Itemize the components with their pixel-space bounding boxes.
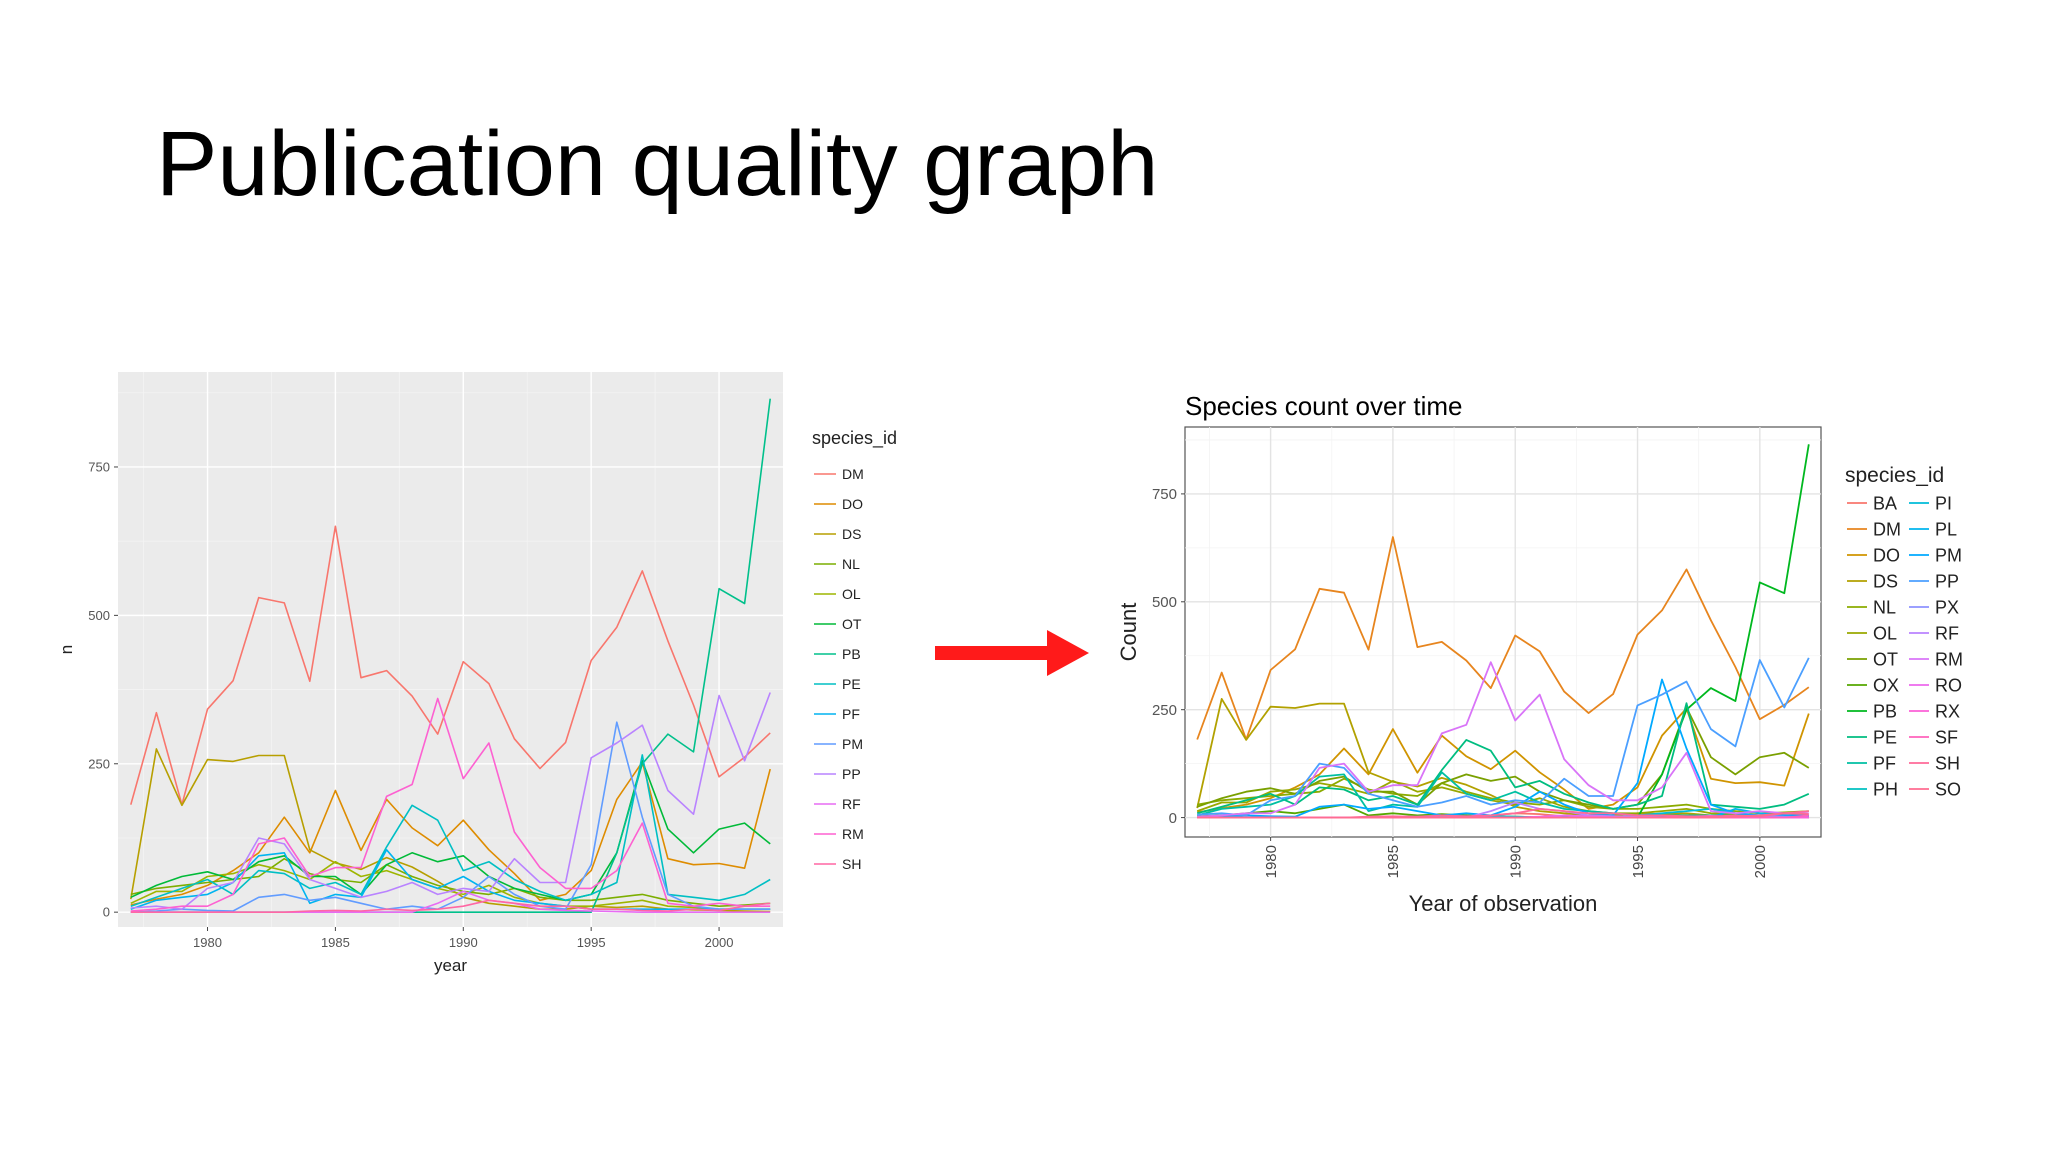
- x-tick-label: 1980: [193, 935, 222, 950]
- legend-label-ot: OT: [842, 616, 862, 632]
- legend-label-ds: DS: [842, 526, 861, 542]
- series-line-pm: [130, 721, 771, 913]
- legend-label-pp: PP: [1935, 571, 1959, 591]
- legend-label-rf: RF: [1935, 623, 1959, 643]
- legend-label-pl: PL: [1935, 519, 1957, 539]
- series-line-pp: [130, 692, 771, 910]
- series-line-do: [1197, 707, 1810, 814]
- x-axis-label: year: [434, 956, 467, 975]
- arrow-shaft: [935, 646, 1050, 660]
- legend-label-ph: PH: [1873, 779, 1898, 799]
- legend-label-nl: NL: [1873, 597, 1896, 617]
- series-line-rm: [1197, 661, 1809, 818]
- legend-label-pi: PI: [1935, 493, 1952, 513]
- legend-label-pb: PB: [842, 646, 861, 662]
- legend-label-do: DO: [1873, 545, 1900, 565]
- series-line-rm: [130, 697, 771, 912]
- legend-label-ot: OT: [1873, 649, 1898, 669]
- series-line-so: [1197, 812, 1809, 819]
- legend-label-pp: PP: [842, 766, 861, 782]
- series-line-sh: [130, 899, 771, 913]
- legend-label-px: PX: [1935, 597, 1959, 617]
- arrow-icon: [935, 630, 1089, 676]
- x-tick-label: 1985: [321, 935, 350, 950]
- legend-label-ds: DS: [1873, 571, 1898, 591]
- legend-label-ol: OL: [1873, 623, 1897, 643]
- legend-label-pm: PM: [842, 736, 863, 752]
- plot-panel: [1184, 426, 1822, 838]
- legend-label-sh: SH: [842, 856, 861, 872]
- series-line-pp: [1197, 657, 1810, 817]
- legend-label-dm: DM: [842, 466, 864, 482]
- legend-label-pm: PM: [1935, 545, 1962, 565]
- y-tick-label: 0: [1169, 810, 1177, 827]
- series-line-pe: [1196, 702, 1810, 815]
- legend-label-pe: PE: [1873, 727, 1897, 747]
- series-line-pe: [130, 754, 771, 907]
- legend-label-rf: RF: [842, 796, 861, 812]
- x-tick-label: 1980: [1263, 845, 1280, 878]
- x-tick-label: 1990: [1507, 845, 1524, 878]
- y-tick-label: 250: [1152, 702, 1177, 719]
- legend-title: species_id: [812, 428, 897, 449]
- y-tick-label: 750: [1152, 486, 1177, 503]
- y-axis-label: n: [60, 645, 76, 654]
- legend-title: species_id: [1845, 464, 1944, 487]
- legend-label-ro: RO: [1935, 675, 1962, 695]
- legend-label-rm: RM: [1935, 649, 1963, 669]
- legend-label-ol: OL: [842, 586, 861, 602]
- legend-label-pb: PB: [1873, 701, 1897, 721]
- slide-title: Publication quality graph: [156, 113, 1159, 215]
- legend-label-ox: OX: [1873, 675, 1899, 695]
- x-tick-label: 1995: [577, 935, 606, 950]
- series-line-pf: [130, 849, 771, 910]
- chart-title: Species count over time: [1185, 391, 1462, 421]
- y-tick-label: 500: [1152, 594, 1177, 611]
- y-tick-label: 250: [88, 756, 110, 771]
- legend-label-do: DO: [842, 496, 863, 512]
- series-line-do: [130, 761, 771, 906]
- legend-label-pf: PF: [1873, 753, 1896, 773]
- chart-before: 1980 1985 1990 1995 2000 0 250 500 750 year n speci…: [60, 372, 897, 975]
- x-axis-label: Year of observation: [1409, 891, 1598, 916]
- series-line-dm: [1196, 536, 1810, 741]
- series-line-dm: [130, 525, 771, 806]
- legend-label-pf: PF: [842, 706, 860, 722]
- legend-label-sh: SH: [1935, 753, 1960, 773]
- x-tick-label: 1985: [1385, 845, 1402, 878]
- legend-label-dm: DM: [1873, 519, 1901, 539]
- legend-label-rx: RX: [1935, 701, 1960, 721]
- y-tick-label: 750: [88, 460, 110, 475]
- y-tick-label: 500: [88, 608, 110, 623]
- y-tick-label: 0: [103, 905, 110, 920]
- series-line-pm: [1197, 678, 1809, 819]
- legend-label-sf: SF: [1935, 727, 1958, 747]
- legend-label-ba: BA: [1873, 493, 1897, 513]
- chart-after: Species count over time 1980 1985 1990 1995 2…: [1116, 391, 1963, 916]
- y-axis-label: Count: [1116, 603, 1141, 662]
- x-tick-label: 1995: [1630, 845, 1647, 878]
- legend-label-rm: RM: [842, 826, 864, 842]
- x-tick-label: 1990: [449, 935, 478, 950]
- x-tick-label: 2000: [705, 935, 734, 950]
- legend-label-pe: PE: [842, 676, 861, 692]
- legend-label-so: SO: [1935, 779, 1961, 799]
- x-tick-label: 2000: [1752, 845, 1769, 878]
- arrow-head: [1047, 630, 1089, 676]
- legend-label-nl: NL: [842, 556, 860, 572]
